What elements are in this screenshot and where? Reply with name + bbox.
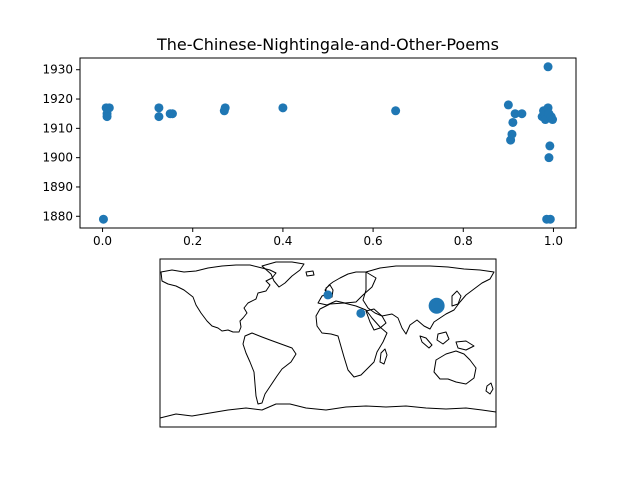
- coastline-south-america: [242, 332, 297, 405]
- scatter-point: [545, 141, 555, 151]
- x-tick-label: 0.2: [183, 234, 202, 248]
- scatter-point: [104, 103, 114, 113]
- scatter-point: [507, 129, 517, 139]
- x-tick-label: 1.0: [544, 234, 563, 248]
- map-marker: [323, 290, 333, 300]
- scatter-point: [391, 106, 401, 116]
- coastline-iceland: [305, 270, 315, 277]
- scatter-point: [167, 109, 177, 119]
- coastline-japan: [451, 290, 462, 307]
- map-background: [160, 259, 496, 427]
- y-tick-label: 1900: [42, 151, 73, 165]
- scatter-tick-layer: 0.0 0.2 0.4 0.6 0.8 1.0 1880 1890 1900 1910 1920 19…: [42, 63, 563, 248]
- coastline-africa: [315, 302, 388, 378]
- coastline-asia: [362, 265, 495, 335]
- map-markers-layer: [323, 290, 445, 318]
- y-tick-label: 1890: [42, 180, 73, 194]
- scatter-point: [548, 115, 558, 125]
- y-tick-label: 1920: [42, 92, 73, 106]
- coastline-new-guinea: [455, 340, 475, 351]
- x-tick-label: 0.0: [93, 234, 112, 248]
- y-tick-label: 1930: [42, 63, 73, 77]
- chart-title: The-Chinese-Nightingale-and-Other-Poems: [156, 35, 499, 54]
- scatter-point: [517, 109, 527, 119]
- y-tick-label: 1910: [42, 121, 73, 135]
- scatter-points-layer: [98, 62, 558, 224]
- map-coastlines: [159, 261, 497, 419]
- scatter-point: [510, 109, 520, 119]
- x-tick-label: 0.8: [454, 234, 473, 248]
- coastline-sumatra: [419, 335, 433, 349]
- coastline-north-america: [160, 264, 277, 333]
- scatter-point: [503, 100, 513, 110]
- coastline-borneo: [436, 331, 450, 345]
- scatter-point: [98, 214, 108, 224]
- world-map: [159, 258, 497, 428]
- scatter-point: [220, 103, 230, 113]
- coastline-antarctica: [159, 403, 497, 419]
- scatter-point: [278, 103, 288, 113]
- scatter-plot-frame: [79, 57, 577, 229]
- coastline-arabia: [365, 308, 387, 331]
- scatter-point: [508, 117, 518, 127]
- x-tick-label: 0.4: [273, 234, 292, 248]
- coastline-madagascar: [379, 348, 388, 365]
- scatter-point: [545, 214, 555, 224]
- scatter-point: [102, 112, 112, 122]
- coastline-australia: [433, 350, 477, 385]
- x-tick-label: 0.6: [364, 234, 383, 248]
- scatter-point: [544, 153, 554, 163]
- map-marker: [428, 297, 445, 314]
- scatter-point: [543, 62, 553, 72]
- y-tick-label: 1880: [42, 209, 73, 223]
- scatter-point: [154, 103, 164, 113]
- map-marker: [356, 308, 366, 318]
- scatter-point: [154, 112, 164, 122]
- coastline-greenland: [261, 261, 305, 288]
- coastline-new-zealand: [485, 382, 494, 395]
- map-frame: [159, 258, 497, 428]
